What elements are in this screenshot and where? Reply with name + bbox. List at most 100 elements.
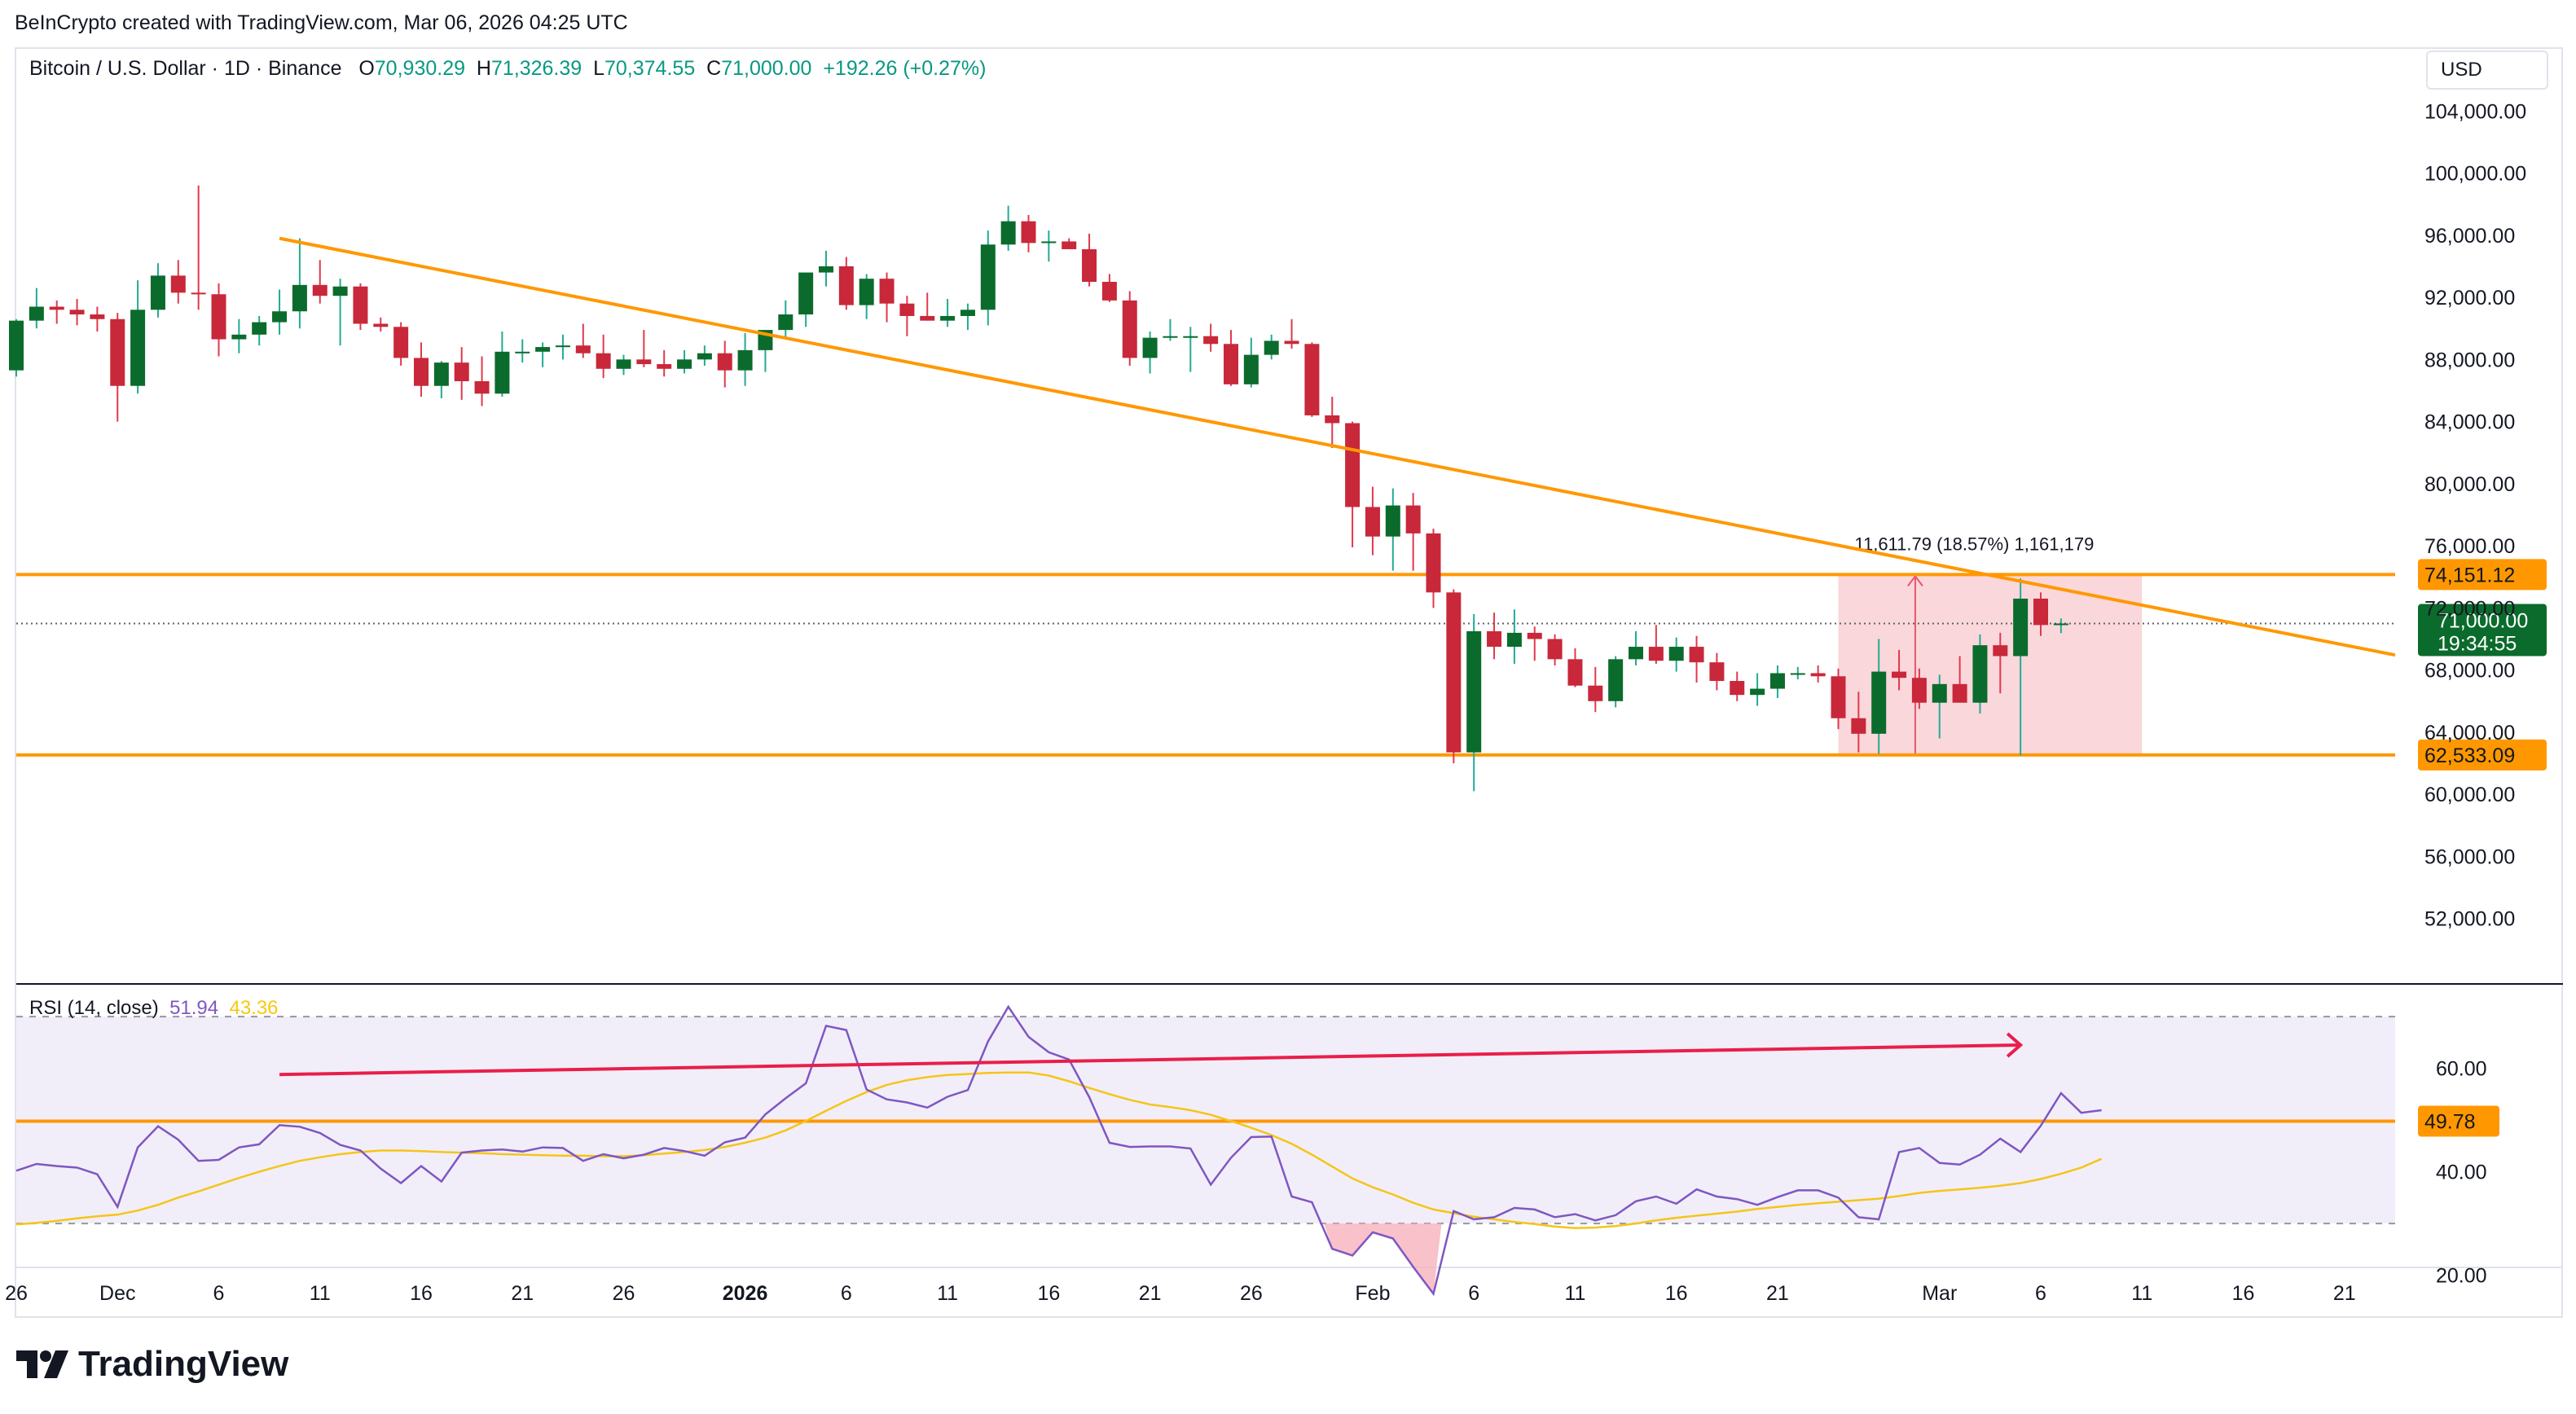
candle-body	[1831, 676, 1846, 718]
time-axis-tick: 16	[1037, 1282, 1060, 1305]
candle-body	[535, 347, 551, 352]
candle-body	[312, 284, 327, 296]
level-tag-label-0: 74,151.12	[2424, 564, 2515, 586]
low-value: 70,374.55	[604, 57, 696, 80]
candle-body	[170, 275, 186, 293]
candle-body	[1709, 662, 1725, 682]
candle-body	[1446, 592, 1462, 753]
candle-body	[1203, 336, 1219, 345]
candle-body	[717, 353, 732, 371]
price-axis-tick: 64,000.00	[2424, 722, 2515, 744]
candle-body	[1284, 340, 1299, 345]
candle-body	[474, 381, 490, 394]
close-value: 71,000.00	[721, 57, 812, 80]
candle-body	[1466, 631, 1482, 753]
candle-body	[2013, 598, 2029, 656]
candle-body	[1163, 336, 1178, 338]
candle-body	[575, 345, 591, 354]
candle-body	[69, 310, 85, 315]
candle-body	[1769, 673, 1785, 689]
level-tag-1	[2418, 739, 2547, 771]
candle-body	[1851, 718, 1866, 734]
candle-body	[1567, 659, 1583, 686]
time-axis-tick: Mar	[1922, 1282, 1957, 1305]
candle-body	[231, 334, 247, 340]
time-axis-tick: 6	[841, 1282, 852, 1305]
rsi-divergence-arrowhead	[2006, 1032, 2024, 1058]
time-axis-tick: 26	[1240, 1282, 1263, 1305]
rsi-axis-tick: 60.00	[2436, 1058, 2487, 1081]
candle-body	[90, 314, 105, 319]
candle-body	[1385, 505, 1400, 537]
tradingview-logo[interactable]: TradingView	[16, 1344, 288, 1385]
candle-body	[819, 266, 833, 273]
candle-body	[292, 284, 307, 312]
candle-body	[1183, 336, 1198, 338]
time-axis-tick: 11	[2131, 1282, 2152, 1305]
candle-body	[1932, 683, 1947, 703]
candle-body	[616, 359, 631, 369]
price-axis-tick: 60,000.00	[2424, 784, 2515, 806]
currency-button[interactable]: USD	[2426, 50, 2548, 90]
candle-body	[697, 353, 712, 360]
rsi-line	[15, 1004, 2102, 1297]
rsi-oversold-fill	[1324, 1223, 1442, 1294]
candle-body	[1952, 683, 1967, 703]
tradingview-logo-icon	[16, 1350, 68, 1378]
candle-body	[737, 349, 753, 371]
candle-body	[1730, 681, 1745, 696]
symbol-legend: Bitcoin / U.S. Dollar · 1D · Binance O70…	[29, 57, 986, 81]
time-axis-tick: 21	[1766, 1282, 1789, 1305]
price-axis-tick: 80,000.00	[2424, 473, 2515, 496]
high-value: 71,326.39	[490, 57, 582, 80]
candle-body	[1972, 645, 1988, 703]
candle-body	[1648, 647, 1664, 661]
candle-body	[1264, 340, 1279, 355]
logo-text: TradingView	[78, 1344, 289, 1384]
low-label: L	[593, 57, 604, 80]
candle-body	[1871, 671, 1887, 734]
level-tag-label-1: 62,533.09	[2424, 744, 2515, 767]
candle-body	[677, 359, 692, 369]
price-axis-tick: 96,000.00	[2424, 225, 2515, 248]
price-axis-tick: 72,000.00	[2424, 597, 2515, 620]
candle-body	[657, 364, 672, 369]
candle-body	[433, 362, 449, 386]
candle-body	[1082, 248, 1097, 282]
rsi-divergence-arrow	[279, 1043, 2021, 1077]
candle-body	[1365, 507, 1380, 537]
time-axis-tick: 26	[5, 1282, 28, 1305]
candle-body	[1689, 647, 1704, 663]
time-axis-tick: 16	[2232, 1282, 2255, 1305]
time-axis-tick: 16	[1665, 1282, 1688, 1305]
candle-body	[110, 318, 125, 386]
candle-body	[9, 320, 24, 371]
symbol-title: Bitcoin / U.S. Dollar · 1D · Binance	[29, 57, 342, 80]
candle-body	[2033, 598, 2048, 626]
candle-body	[1892, 671, 1907, 678]
time-axis-tick: 21	[2333, 1282, 2356, 1305]
time-axis-tick: 26	[613, 1282, 635, 1305]
price-axis-tick: 76,000.00	[2424, 535, 2515, 558]
candle-body	[838, 266, 854, 305]
candle-body	[1021, 221, 1036, 244]
price-axis-tick: 88,000.00	[2424, 349, 2515, 371]
candle-body	[1122, 300, 1137, 358]
candle-body	[1810, 673, 1826, 677]
time-axis-tick: 11	[310, 1282, 331, 1305]
candle-body	[1993, 645, 2008, 656]
candle-body	[1041, 241, 1057, 244]
candle-body	[1426, 533, 1441, 593]
rsi-ma-line	[15, 1071, 2103, 1230]
measure-range-box	[1838, 574, 2143, 755]
price-axis-tick: 56,000.00	[2424, 845, 2515, 868]
candle-body	[1750, 688, 1765, 696]
time-axis-tick: 16	[410, 1282, 433, 1305]
rsi-level-tag-label: 49.78	[2424, 1110, 2476, 1133]
candle-body	[1588, 685, 1603, 701]
time-axis-tick: 6	[1468, 1282, 1479, 1305]
candle-body	[191, 292, 206, 295]
candle-body	[272, 311, 288, 323]
candle-body	[1790, 673, 1805, 675]
